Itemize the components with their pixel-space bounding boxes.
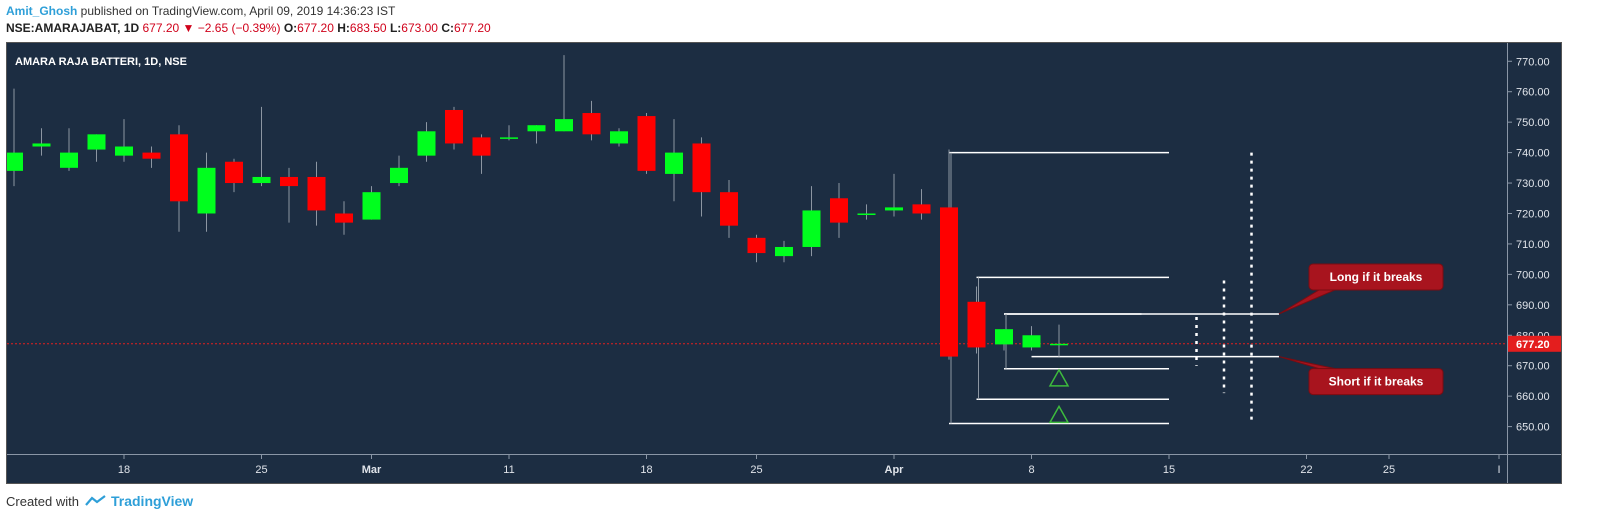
candle-body	[747, 237, 766, 254]
callout-pointer	[1278, 356, 1336, 370]
time-tick-label: Mar	[362, 464, 382, 476]
candle-body	[582, 113, 601, 135]
candle-body	[555, 119, 573, 132]
chart-panel[interactable]: AMARA RAJA BATTERI, 1D, NSE 650.00 660.00 6…	[6, 42, 1562, 484]
price-tick-label: 750.00	[1516, 117, 1550, 129]
candle-body	[280, 176, 298, 187]
time-tick-label: I	[1497, 464, 1500, 476]
price-change: −2.65 (−0.39%)	[197, 21, 281, 35]
candle-body	[500, 137, 518, 139]
callout-pointer	[1278, 289, 1336, 315]
candle-body	[115, 146, 133, 156]
candle-body	[967, 301, 986, 348]
candle-body	[1050, 343, 1068, 346]
candle-body	[142, 152, 161, 159]
symbol-label: NSE:AMARAJABAT, 1D	[6, 21, 140, 35]
price-tick-label: 730.00	[1516, 178, 1550, 190]
candle-body	[225, 161, 243, 184]
time-tick-label: 8	[1028, 464, 1034, 476]
time-tick-label: 22	[1300, 464, 1312, 476]
last-price-tag	[1508, 335, 1561, 352]
tradingview-brand[interactable]: TradingView	[110, 493, 194, 509]
low-label: L:	[389, 21, 402, 35]
close-label: C:	[441, 21, 454, 35]
time-tick-label: 18	[118, 464, 130, 476]
candle-body	[170, 134, 188, 202]
high-label: H:	[337, 21, 350, 35]
price-tick-label: 650.00	[1516, 422, 1550, 434]
price-tick-label: 770.00	[1516, 56, 1550, 68]
time-tick-label: 25	[1383, 464, 1395, 476]
candle-body	[692, 143, 711, 193]
candle-body	[417, 131, 436, 156]
ohlc-legend: NSE:AMARAJABAT, 1D 677.20 ▼ −2.65 (−0.39…	[6, 21, 491, 35]
candle-body	[857, 213, 876, 215]
time-tick-label: 25	[255, 464, 267, 476]
candle-body	[7, 152, 23, 171]
candle-body	[1022, 335, 1041, 348]
candle-body	[445, 109, 463, 144]
candle-body	[307, 176, 326, 211]
callout-text: Long if it breaks	[1330, 270, 1423, 284]
candle-body	[335, 213, 353, 223]
footer: Created with TradingView	[6, 493, 193, 509]
published-text: published on TradingView.com, April 09, …	[77, 4, 396, 18]
candle-body	[775, 246, 793, 257]
tradingview-logo-icon	[85, 495, 106, 506]
candle-body	[472, 137, 491, 156]
author-link[interactable]: Amit_Ghosh	[6, 4, 78, 18]
price-tick-label: 700.00	[1516, 269, 1550, 281]
candle-body	[252, 176, 271, 184]
price-tick-label: 710.00	[1516, 239, 1550, 251]
candle-body	[527, 125, 546, 132]
triangle-marker	[1048, 368, 1070, 387]
open-value: 677.20	[297, 21, 334, 35]
callout-box	[1308, 263, 1444, 291]
price-tick-label: 660.00	[1516, 391, 1550, 403]
callout-box	[1308, 368, 1444, 396]
price-tick-label: 670.00	[1516, 361, 1550, 373]
time-tick-label: 15	[1163, 464, 1175, 476]
candle-body	[940, 207, 958, 357]
candle-body	[720, 192, 738, 226]
candle-body	[60, 152, 78, 168]
candle-body	[885, 207, 903, 211]
candle-body	[362, 192, 381, 220]
candle-body	[665, 152, 683, 174]
close-value: 677.20	[453, 21, 491, 35]
low-value: 673.00	[401, 21, 438, 35]
candle-body	[995, 329, 1013, 345]
last-price: 677.20	[142, 21, 180, 35]
last-price-tag-label: 677.20	[1516, 339, 1550, 351]
price-tick-label: 760.00	[1516, 87, 1550, 99]
candle-body	[637, 116, 656, 171]
price-tick-label: 740.00	[1516, 148, 1550, 160]
created-with-text: Created with	[6, 493, 79, 509]
price-tick-label: 690.00	[1516, 300, 1550, 312]
chart-title: AMARA RAJA BATTERI, 1D, NSE	[15, 56, 187, 68]
candle-body	[912, 204, 931, 214]
publish-info: Amit_Ghosh published on TradingView.com,…	[6, 4, 395, 18]
candle-body	[390, 167, 408, 184]
price-tick-label: 720.00	[1516, 208, 1550, 220]
candle-body	[197, 167, 216, 214]
candle-body	[830, 198, 848, 223]
candle-body	[87, 134, 106, 150]
down-arrow-icon: ▼	[182, 21, 195, 35]
candle-body	[802, 210, 821, 247]
callout-text: Short if it breaks	[1329, 375, 1424, 389]
time-tick-label: Apr	[885, 464, 905, 476]
time-tick-label: 18	[640, 464, 652, 476]
candle-body	[610, 131, 628, 144]
time-tick-label: 11	[503, 464, 514, 476]
open-label: O:	[283, 21, 298, 35]
time-tick-label: 25	[750, 464, 762, 476]
candlestick-chart[interactable]: AMARA RAJA BATTERI, 1D, NSE 650.00 660.00 6…	[7, 43, 1561, 483]
high-value: 683.50	[349, 21, 387, 35]
candle-body	[32, 143, 51, 147]
triangle-marker	[1048, 404, 1070, 424]
